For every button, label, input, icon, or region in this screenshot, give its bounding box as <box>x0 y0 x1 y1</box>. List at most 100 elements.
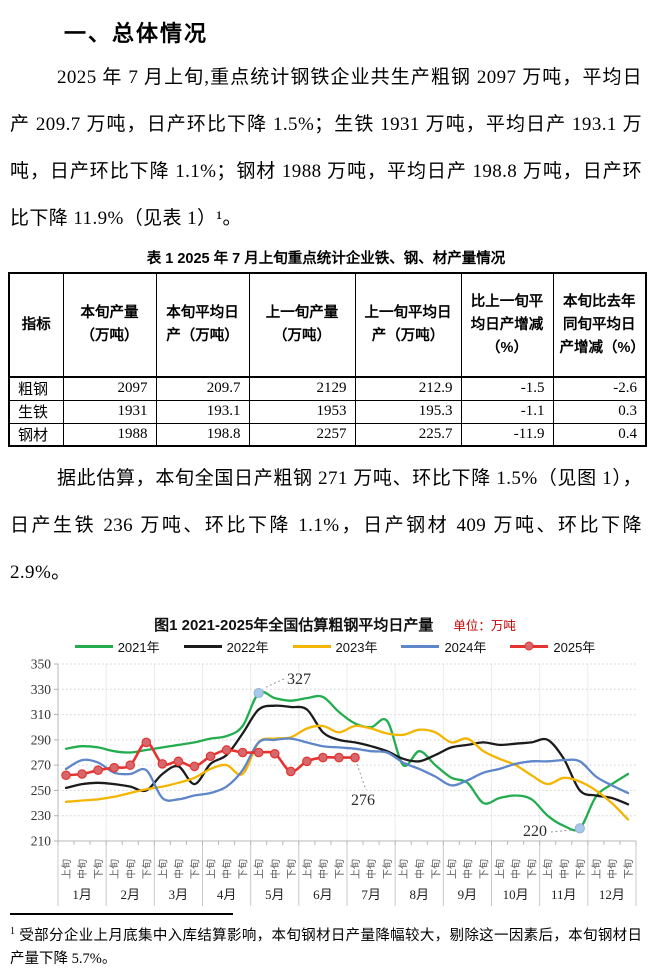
month-label: 12月 <box>599 887 625 902</box>
legend-line-swatch <box>401 644 440 648</box>
y-tick-label: 210 <box>31 834 52 849</box>
series-marker-2025年 <box>109 762 119 773</box>
production-table: 指标 本旬产量（万吨） 本旬平均日产（万吨） 上一旬产量（万吨） 上一旬平均日产… <box>8 272 647 447</box>
estimate-paragraph: 据此估算，本旬全国日产粗钢 271 万吨、环比下降 1.5%（见图 1），日产生… <box>10 468 642 583</box>
chart-unit-label: 单位：万吨 <box>453 619 516 633</box>
period-label: 下旬 <box>574 859 587 879</box>
period-label: 上旬 <box>156 859 169 879</box>
month-label: 4月 <box>217 887 237 902</box>
legend-label: 2024年 <box>444 639 487 655</box>
cell-value: 2097 <box>62 376 157 401</box>
chart-figure: 图1 2021-2025年全国估算粗钢平均日产量 单位：万吨 2021年 2022… <box>25 614 645 906</box>
period-label: 下旬 <box>526 859 539 879</box>
legend-label: 2021年 <box>117 639 160 655</box>
legend-line-swatch <box>510 641 549 651</box>
cell-value: -11.9 <box>460 422 554 447</box>
footnote: 1 受部分企业上月底集中入库结算影响，本旬钢材日产量降幅较大，剔除这一因素后，本旬… <box>10 920 642 971</box>
period-label: 中旬 <box>413 859 426 879</box>
cell-value: 1988 <box>62 422 157 447</box>
period-label: 下旬 <box>237 859 250 879</box>
month-label: 2月 <box>120 887 140 902</box>
annotation-dot <box>574 823 585 834</box>
cell-value: 225.7 <box>354 422 462 447</box>
footnote-text: 受部分企业上月底集中入库结算影响，本旬钢材日产量降幅较大，剔除这一因素后，本旬钢… <box>10 927 642 967</box>
series-marker-2025年 <box>302 756 312 767</box>
report-page: { "page": { "heading": "一、总体情况", "paragr… <box>0 16 652 971</box>
series-marker-2025年 <box>157 759 168 769</box>
cell-value: 1931 <box>62 399 157 424</box>
series-marker-2025年 <box>221 745 232 755</box>
col-header-change-vs-year: 本旬比去年同旬平均日产增减（%） <box>552 272 647 378</box>
month-label: 7月 <box>361 887 381 902</box>
legend-label: 2023年 <box>335 639 378 655</box>
period-label: 中旬 <box>606 859 619 879</box>
row-indicator: 生铁 <box>8 399 64 424</box>
period-label: 中旬 <box>510 859 523 879</box>
col-header-indicator: 指标 <box>8 272 64 378</box>
legend-item-2025年: 2025年 <box>510 637 595 656</box>
legend-line-swatch <box>292 644 331 648</box>
period-label: 中旬 <box>365 859 378 879</box>
series-marker-2025年 <box>61 770 71 781</box>
annotation-label: 220 <box>523 823 547 840</box>
cell-value: 0.4 <box>552 422 647 447</box>
period-label: 上旬 <box>301 859 314 879</box>
period-label: 上旬 <box>445 859 458 879</box>
period-label: 中旬 <box>221 859 234 879</box>
legend-item-2022年: 2022年 <box>183 637 269 656</box>
series-marker-2025年 <box>173 756 184 767</box>
legend-label: 2022年 <box>226 639 269 655</box>
month-label: 8月 <box>409 887 429 902</box>
y-tick-label: 310 <box>31 707 52 722</box>
legend-item-2024年: 2024年 <box>401 637 486 656</box>
month-label: 1月 <box>72 887 92 902</box>
series-marker-2025年 <box>189 761 200 772</box>
row-indicator: 钢材 <box>8 422 64 447</box>
annotation-leader <box>550 829 573 833</box>
series-marker-2025年 <box>269 748 280 759</box>
period-label: 中旬 <box>124 859 137 879</box>
annotation-dot <box>253 687 264 699</box>
y-tick-label: 270 <box>31 758 52 773</box>
period-label: 中旬 <box>76 859 89 879</box>
cell-value: -1.5 <box>460 376 554 401</box>
cell-value: 198.8 <box>155 422 250 447</box>
table-row: 粗钢 2097 209.7 2129 212.9 -1.5 -2.6 <box>8 376 647 401</box>
series-line-2021年 <box>64 690 630 832</box>
series-marker-2025年 <box>286 766 296 777</box>
period-label: 中旬 <box>269 859 282 879</box>
period-label: 中旬 <box>461 859 474 879</box>
table-caption: 表 1 2025 年 7 月上旬重点统计企业铁、钢、材产量情况 <box>146 251 506 267</box>
series-marker-2025年 <box>205 751 216 762</box>
period-label: 上旬 <box>205 859 218 879</box>
period-label: 下旬 <box>92 859 105 879</box>
overview-paragraph: 2025 年 7 月上旬,重点统计钢铁企业共生产粗钢 2097 万吨，平均日产 … <box>10 67 642 229</box>
footnote-separator <box>10 913 233 915</box>
period-label: 下旬 <box>381 859 394 879</box>
month-label: 6月 <box>313 887 333 902</box>
period-label: 下旬 <box>333 859 346 879</box>
series-marker-2025年 <box>350 752 360 763</box>
period-label: 下旬 <box>140 859 153 879</box>
series-line-2023年 <box>64 724 630 821</box>
period-label: 上旬 <box>349 859 362 879</box>
period-label: 下旬 <box>188 859 201 879</box>
period-label: 下旬 <box>477 859 490 879</box>
table-row: 钢材 1988 198.8 2257 225.7 -11.9 0.4 <box>8 422 647 447</box>
annotation-leader <box>263 678 285 689</box>
col-header-prev-daily: 上一旬平均日产（万吨） <box>354 272 462 378</box>
series-marker-2025年 <box>125 760 136 770</box>
series-marker-2025年 <box>334 752 344 763</box>
month-label: 3月 <box>169 887 189 902</box>
annotation-label: 327 <box>287 671 311 688</box>
chart-title: 图1 2021-2025年全国估算粗钢平均日产量 <box>154 617 434 634</box>
y-tick-label: 250 <box>31 783 52 798</box>
chart-legend: 2021年 2022年 2023年 2024年 2025年 <box>25 636 645 656</box>
cell-value: 195.3 <box>354 399 462 424</box>
series-marker-2025年 <box>318 752 328 763</box>
series-marker-2025年 <box>93 765 103 775</box>
period-label: 上旬 <box>542 859 555 879</box>
month-label: 5月 <box>265 887 285 902</box>
annotation-leader <box>356 763 367 791</box>
period-label: 上旬 <box>590 859 603 879</box>
